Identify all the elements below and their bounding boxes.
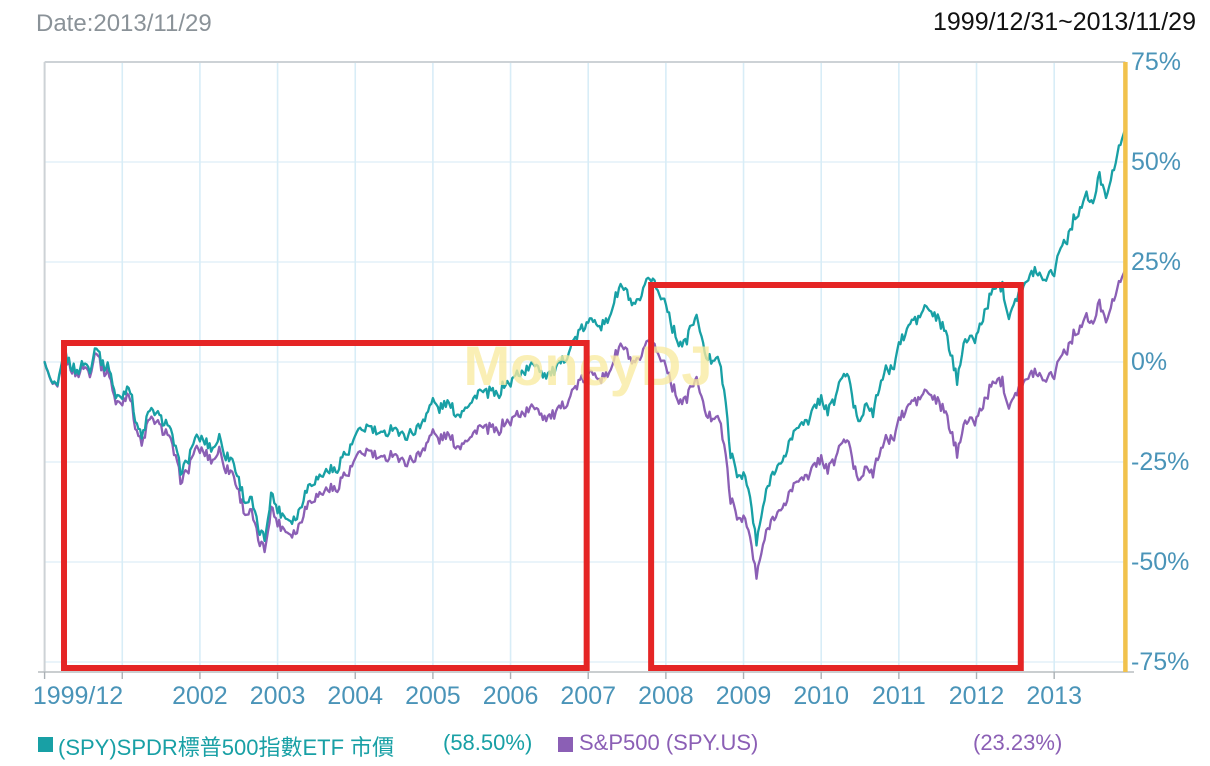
y-tick-label: -25%: [1131, 448, 1190, 476]
x-tick-label: 2010: [793, 682, 849, 710]
y-tick-label: 50%: [1131, 148, 1182, 176]
y-tick-label: -75%: [1131, 648, 1190, 676]
legend-swatch-sp500: [558, 737, 573, 752]
x-tick-label: 2011: [871, 682, 926, 710]
x-tick-label: 2008: [638, 682, 694, 710]
grid-layer: [38, 61, 1134, 679]
highlight-box-2: [648, 282, 1024, 671]
x-tick-label: 1999/12: [32, 682, 124, 710]
x-tick-label: 2004: [327, 682, 384, 710]
legend-label-sp500: S&P500 (SPY.US): [579, 730, 759, 755]
legend-swatch-spy-etf: [38, 737, 53, 752]
x-tick-label: 2007: [560, 682, 617, 710]
x-tick-label: 2005: [405, 682, 461, 710]
x-tick-label: 2006: [482, 682, 539, 710]
x-tick-label: 2009: [715, 682, 772, 710]
highlight-box-1: [61, 340, 590, 671]
y-tick-label: 0%: [1131, 348, 1168, 376]
y-tick-label: 25%: [1131, 248, 1182, 276]
x-tick-label: 2002: [172, 682, 228, 710]
as-of-date-label: Date:2013/11/29: [36, 10, 212, 37]
x-tick-label: 2012: [948, 682, 1005, 710]
legend-value-spy-etf: (58.50%): [443, 730, 533, 755]
annotation-layer: [61, 62, 1128, 672]
legend-label-spy-etf: (SPY)SPDR標普500指數ETF 市價: [58, 735, 395, 760]
y-tick-label: -50%: [1131, 548, 1190, 576]
y-tick-label: 75%: [1131, 48, 1182, 76]
spy-etf-line: [43, 126, 1127, 547]
x-tick-label: 2013: [1026, 682, 1082, 710]
date-range-label: 1999/12/31~2013/11/29: [933, 8, 1196, 36]
legend-value-sp500: (23.23%): [973, 730, 1063, 755]
x-tick-label: 2003: [249, 682, 306, 710]
legend: (SPY)SPDR標普500指數ETF 市價 (58.50%) S&P500 (…: [0, 722, 1210, 766]
